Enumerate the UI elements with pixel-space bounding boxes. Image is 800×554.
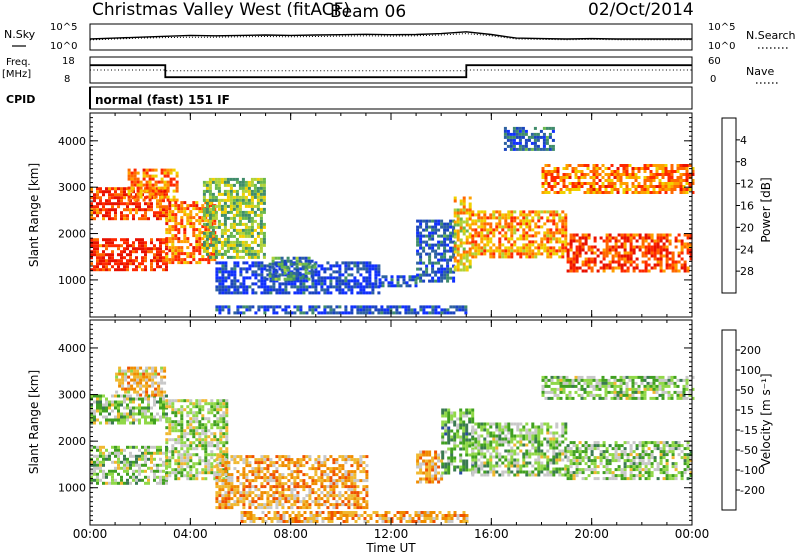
velocity-ytick-label: 4000 (58, 342, 86, 355)
nave-label: Nave (746, 65, 774, 78)
beam-label: Beam 06 (330, 2, 406, 22)
velocity-colorbar-tick: -15 (740, 424, 758, 437)
freq-unit: [MHz] (2, 69, 31, 80)
power-colorbar-tick: 28 (740, 265, 754, 278)
power-colorbar-tick: 8 (740, 156, 747, 169)
velocity-colorbar-tick: -200 (740, 484, 765, 497)
velocity-colorbar-tick: 100 (740, 364, 761, 377)
power-region (416, 219, 456, 283)
velocity-colorbar-tick: 50 (740, 384, 754, 397)
power-region (541, 164, 695, 194)
velocity-ytick-label: 3000 (58, 389, 86, 402)
nsky-line (89, 31, 692, 40)
x-tick-label: 04:00 (173, 527, 208, 541)
power-region (566, 233, 693, 273)
power-ytick-label: 1000 (58, 274, 86, 287)
x-tick-label: 20:00 (574, 527, 609, 541)
power-ytick-label: 3000 (58, 181, 86, 194)
power-region (503, 126, 555, 151)
freq-tick-bottom: 8 (64, 74, 70, 85)
x-axis-label: Time UT (365, 541, 416, 554)
nsearch-tick-bottom: 10^0 (708, 41, 735, 52)
nsky-strip: N.Sky 10^5 10^0 10^5 10^0 N.Search (4, 22, 796, 52)
x-axis: 00:00 04:00 08:00 12:00 16:00 20:00 00:00 (73, 113, 710, 541)
nsky-tick-top: 10^5 (50, 22, 77, 33)
velocity-colorbar-tick: -100 (740, 464, 765, 477)
station-title: Christmas Valley West (fitACF) (92, 0, 350, 20)
cpid-text: normal (fast) 151 IF (95, 93, 230, 107)
velocity-ylabel: Slant Range [km] (27, 370, 41, 474)
velocity-region (215, 455, 369, 510)
power-colorbar-tick: 24 (740, 243, 754, 256)
velocity-region (441, 408, 475, 475)
power-region (471, 210, 568, 259)
power-colorbar-tick: 4 (740, 134, 747, 147)
freq-tick-top: 18 (62, 56, 75, 67)
power-region (265, 256, 317, 281)
power-region (453, 196, 472, 272)
velocity-colorbar-label: Velocity [m s⁻¹] (759, 373, 773, 466)
velocity-ytick-label: 2000 (58, 435, 86, 448)
velocity-region (90, 394, 168, 425)
velocity-region (471, 422, 568, 477)
nave-tick-bottom: 0 (710, 74, 716, 85)
cpid-strip: CPID normal (fast) 151 IF (6, 86, 693, 110)
velocity-ytick-label: 1000 (58, 482, 86, 495)
nsearch-tick-top: 10^5 (708, 22, 735, 33)
velocity-region (566, 441, 693, 481)
nave-line (90, 69, 692, 72)
velocity-region (240, 511, 469, 523)
nave-tick-top: 60 (708, 56, 721, 67)
velocity-region (165, 399, 229, 481)
power-panel: 1000 2000 3000 4000 Slant Range [km] 4 8 12 16… (27, 112, 773, 318)
velocity-colorbar-tick: 15 (740, 404, 754, 417)
velocity-region (416, 450, 444, 484)
freq-label: Freq. (6, 57, 31, 68)
nsearch-label: N.Search (746, 29, 796, 42)
power-colorbar-tick: 16 (740, 200, 754, 213)
x-tick-label: 12:00 (374, 527, 409, 541)
velocity-region (541, 375, 695, 400)
velocity-region (115, 366, 167, 397)
power-region (127, 168, 179, 202)
velocity-region (90, 445, 168, 485)
x-tick-label: 00:00 (675, 527, 710, 541)
power-region (202, 177, 266, 259)
power-region (90, 238, 168, 272)
freq-strip: Freq. [MHz] 18 8 60 0 Nave (2, 56, 778, 85)
power-colorbar-tick: 12 (740, 178, 754, 191)
date-label: 02/Oct/2014 (588, 0, 694, 20)
cpid-label: CPID (6, 93, 35, 106)
power-ytick-label: 4000 (58, 135, 86, 148)
x-tick-label: 16:00 (474, 527, 509, 541)
x-tick-label: 08:00 (273, 527, 308, 541)
nsky-label: N.Sky (4, 28, 36, 41)
freq-line (90, 64, 692, 79)
nsky-tick-bottom: 10^0 (50, 41, 77, 52)
velocity-panel: 1000 2000 3000 4000 Slant Range [km] 200 100… (27, 319, 773, 526)
power-region (378, 275, 418, 288)
power-region (215, 305, 468, 315)
power-ylabel: Slant Range [km] (27, 163, 41, 267)
velocity-colorbar-tick: -50 (740, 444, 758, 457)
velocity-colorbar-tick: 200 (740, 344, 761, 357)
power-ytick-label: 2000 (58, 228, 86, 241)
x-tick-label: 00:00 (73, 527, 108, 541)
power-colorbar-tick: 20 (740, 221, 754, 234)
power-colorbar-label: Power [dB] (759, 177, 773, 242)
